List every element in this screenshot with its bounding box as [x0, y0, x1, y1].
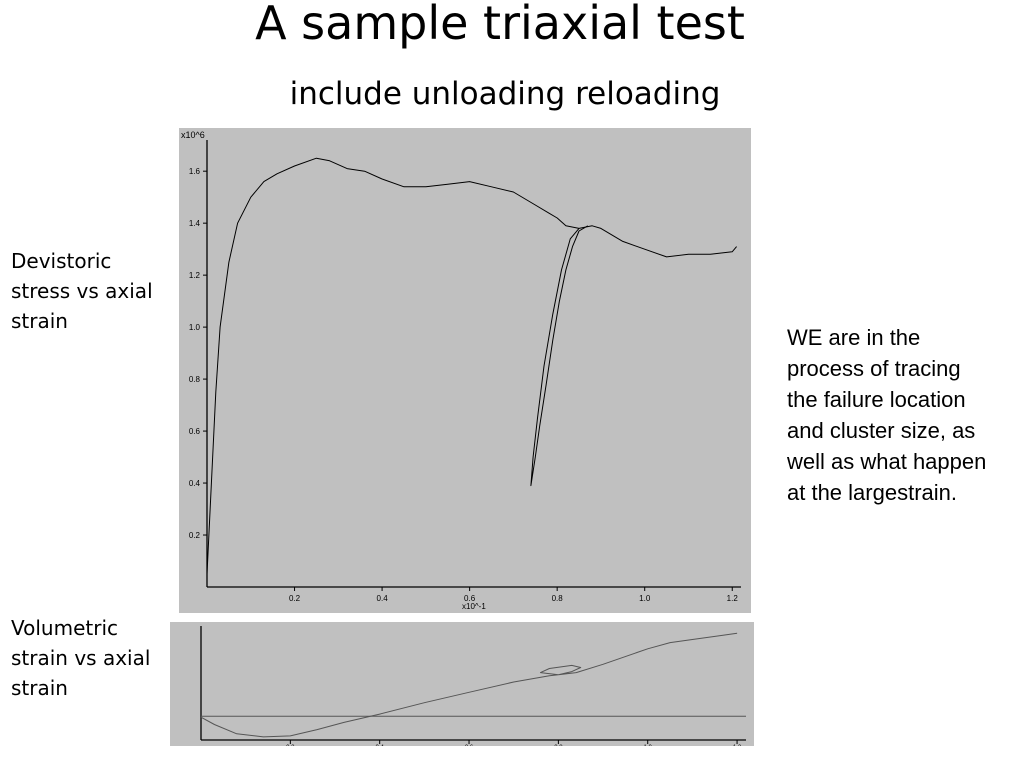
y-tick-label: 0.8 [189, 375, 201, 384]
slide-title: A sample triaxial test [255, 0, 745, 50]
y-tick-label: 1.0 [189, 323, 201, 332]
series-line-2 [530, 225, 589, 487]
x-tick-label: 0.4 [376, 745, 385, 746]
x-tick-label: 0.8 [552, 594, 564, 603]
x-tick-label: 1.2 [727, 594, 739, 603]
slide-subtitle: include unloading reloading [289, 76, 721, 112]
x-tick-label: 0.4 [377, 594, 389, 603]
x-tick-label: 0.2 [289, 594, 301, 603]
series-line-1 [200, 632, 738, 738]
x-multiplier-label: x10^-1 [462, 602, 486, 611]
series-line-1 [206, 157, 737, 575]
y-tick-label: 1.6 [189, 167, 201, 176]
y-multiplier-label: x10^6 [181, 130, 205, 140]
y-tick-label: 0.2 [189, 531, 201, 540]
label-deviatoric-stress: Devistoric stress vs axial strain [11, 249, 153, 333]
x-tick-label: 0.8 [554, 745, 563, 746]
x-tick-label: 1.0 [644, 745, 653, 746]
slide-note: WE are in the process of tracing the fai… [787, 325, 987, 505]
y-tick-label: 0.4 [189, 479, 201, 488]
y-tick-label: 0.6 [189, 427, 201, 436]
x-tick-label: 0.2 [286, 745, 295, 746]
label-volumetric-strain: Volumetric strain vs axial strain [11, 616, 151, 700]
x-tick-label: 0.6 [465, 745, 474, 746]
x-tick-label: 1.2 [733, 745, 742, 746]
y-tick-label: 1.2 [189, 271, 201, 280]
x-tick-label: 1.0 [639, 594, 651, 603]
x-tick-label: 0.6 [464, 594, 476, 603]
y-tick-label: 1.4 [189, 219, 201, 228]
chart-volumetric-strain: 0.2 0.4 0.6 0.8 1.0 1.2 [170, 622, 754, 746]
chart-deviatoric-stress: 0.2 0.4 0.6 0.8 1.0 1.2 0.2 0.4 0.6 0.8 1.0 1.2 1.4 1… [179, 128, 751, 613]
